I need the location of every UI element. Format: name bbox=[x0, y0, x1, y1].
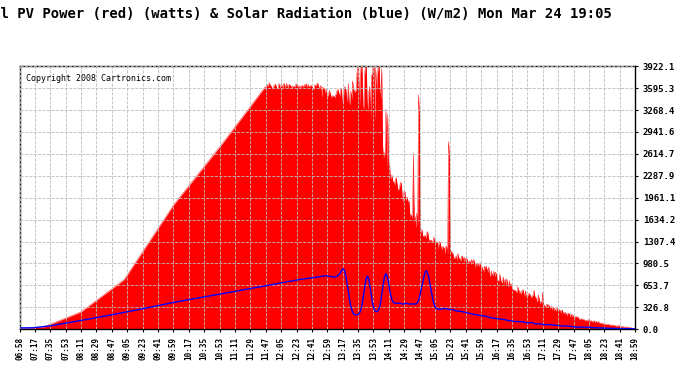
Text: Copyright 2008 Cartronics.com: Copyright 2008 Cartronics.com bbox=[26, 74, 170, 83]
Text: Total PV Power (red) (watts) & Solar Radiation (blue) (W/m2) Mon Mar 24 19:05: Total PV Power (red) (watts) & Solar Rad… bbox=[0, 8, 612, 21]
